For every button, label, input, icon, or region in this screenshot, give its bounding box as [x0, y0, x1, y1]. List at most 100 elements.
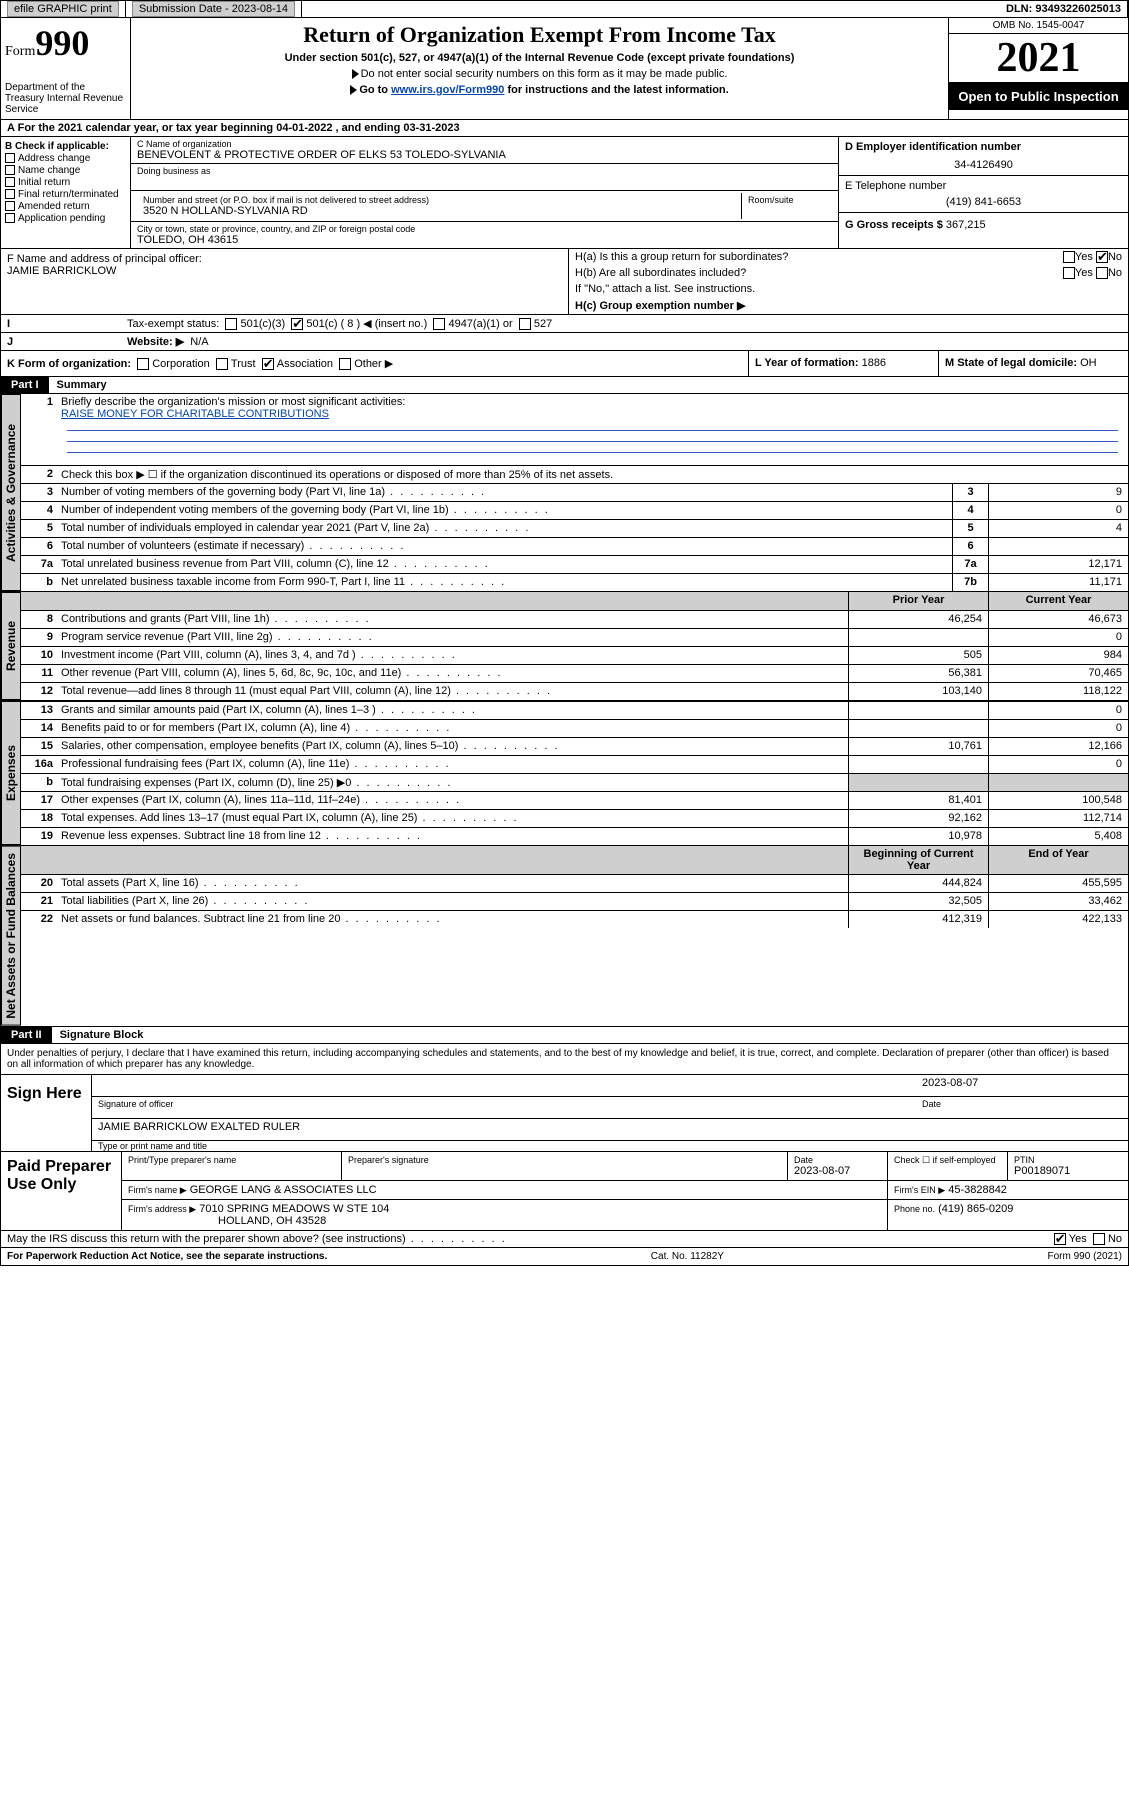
sig-officer-label: Signature of officer: [98, 1099, 922, 1116]
table-row: 9Program service revenue (Part VIII, lin…: [21, 628, 1128, 646]
k-trust-checkbox[interactable]: [216, 358, 228, 370]
table-row: bNet unrelated business taxable income f…: [21, 573, 1128, 591]
table-row: 8Contributions and grants (Part VIII, li…: [21, 610, 1128, 628]
col-prior-year: Prior Year: [848, 592, 988, 610]
table-row: 21Total liabilities (Part X, line 26)32,…: [21, 892, 1128, 910]
form-subtitle: Under section 501(c), 527, or 4947(a)(1)…: [139, 52, 940, 64]
period-line-a: A For the 2021 calendar year, or tax yea…: [0, 120, 1129, 137]
ein-value: 34-4126490: [845, 153, 1122, 171]
box-b: B Check if applicable: Address change Na…: [1, 137, 131, 248]
section-revenue: Revenue Prior Year Current Year 8Contrib…: [0, 592, 1129, 701]
open-inspection-label: Open to Public Inspection: [949, 83, 1128, 110]
officer-name: JAMIE BARRICKLOW EXALTED RULER: [92, 1119, 1128, 1141]
page-footer: For Paperwork Reduction Act Notice, see …: [0, 1248, 1129, 1266]
box-f-label: F Name and address of principal officer:: [7, 253, 562, 265]
sign-here-block: Sign Here 2023-08-07 Signature of office…: [0, 1075, 1129, 1152]
dln-label: DLN: 93493226025013: [1000, 1, 1128, 17]
form-990-label: Form990: [5, 22, 126, 64]
omb-label: OMB No. 1545-0047: [949, 18, 1128, 34]
vtab-revenue: Revenue: [1, 592, 21, 700]
k-assoc-checkbox[interactable]: [262, 358, 274, 370]
street-value: 3520 N HOLLAND-SYLVANIA RD: [143, 205, 735, 217]
table-row: 20Total assets (Part X, line 16)444,8244…: [21, 874, 1128, 892]
firm-name: GEORGE LANG & ASSOCIATES LLC: [190, 1184, 377, 1196]
year-formation: 1886: [862, 357, 886, 369]
tax-exempt-row: I Tax-exempt status: 501(c)(3) 501(c) ( …: [0, 315, 1129, 333]
firm-ein: 45-3828842: [948, 1184, 1007, 1196]
k-corp-checkbox[interactable]: [137, 358, 149, 370]
phone-value: (419) 841-6653: [845, 192, 1122, 208]
table-row: 22Net assets or fund balances. Subtract …: [21, 910, 1128, 928]
city-label: City or town, state or province, country…: [137, 224, 832, 234]
table-row: 4Number of independent voting members of…: [21, 501, 1128, 519]
org-name: BENEVOLENT & PROTECTIVE ORDER OF ELKS 53…: [137, 149, 832, 161]
vtab-expenses: Expenses: [1, 701, 21, 845]
gross-receipts-label: G Gross receipts $: [845, 219, 943, 231]
ein-label: D Employer identification number: [845, 141, 1021, 153]
table-row: 10Investment income (Part VIII, column (…: [21, 646, 1128, 664]
date-label: Date: [922, 1099, 1122, 1116]
principal-officer: JAMIE BARRICKLOW: [7, 265, 562, 277]
submission-date-button[interactable]: Submission Date - 2023-08-14: [132, 1, 295, 17]
section-net-assets: Net Assets or Fund Balances Beginning of…: [0, 846, 1129, 1027]
i-501c-checkbox[interactable]: [291, 318, 303, 330]
identification-grid: B Check if applicable: Address change Na…: [0, 137, 1129, 249]
goto-note: Go to www.irs.gov/Form990 for instructio…: [139, 84, 940, 96]
efile-button[interactable]: efile GRAPHIC print: [7, 1, 119, 17]
state-domicile: OH: [1080, 357, 1097, 369]
firm-phone: (419) 865-0209: [938, 1203, 1013, 1215]
table-row: 7aTotal unrelated business revenue from …: [21, 555, 1128, 573]
dba-label: Doing business as: [137, 166, 832, 176]
table-row: 17Other expenses (Part IX, column (A), l…: [21, 791, 1128, 809]
form-title: Return of Organization Exempt From Incom…: [139, 22, 940, 48]
firm-addr1: 7010 SPRING MEADOWS W STE 104: [199, 1203, 389, 1215]
gross-receipts-value: 367,215: [946, 219, 986, 231]
section-governance: Activities & Governance 1 Briefly descri…: [0, 394, 1129, 592]
part1-header: Part I Summary: [0, 377, 1129, 394]
top-bar: efile GRAPHIC print Submission Date - 20…: [0, 0, 1129, 18]
mayirs-yes-checkbox[interactable]: [1054, 1233, 1066, 1245]
city-value: TOLEDO, OH 43615: [137, 234, 832, 246]
col-beginning-year: Beginning of Current Year: [848, 846, 988, 874]
paid-preparer-block: Paid Preparer Use Only Print/Type prepar…: [0, 1152, 1129, 1231]
table-row: 6Total number of volunteers (estimate if…: [21, 537, 1128, 555]
i-501c3-checkbox[interactable]: [225, 318, 237, 330]
form-header: Form990 Department of the Treasury Inter…: [0, 18, 1129, 120]
irs-link[interactable]: www.irs.gov/Form990: [391, 84, 504, 96]
table-row: 19Revenue less expenses. Subtract line 1…: [21, 827, 1128, 845]
website-value: N/A: [190, 336, 208, 348]
table-row: bTotal fundraising expenses (Part IX, co…: [21, 773, 1128, 791]
table-row: 11Other revenue (Part VIII, column (A), …: [21, 664, 1128, 682]
i-4947-checkbox[interactable]: [433, 318, 445, 330]
firm-addr2: HOLLAND, OH 43528: [128, 1215, 326, 1227]
ha-yes-checkbox[interactable]: [1063, 251, 1075, 263]
mission-text: RAISE MONEY FOR CHARITABLE CONTRIBUTIONS: [61, 408, 329, 420]
table-row: 14Benefits paid to or for members (Part …: [21, 719, 1128, 737]
hc-label: H(c) Group exemption number ▶: [569, 297, 1128, 314]
line2-text: Check this box ▶ ☐ if the organization d…: [57, 466, 1128, 483]
vtab-net-assets: Net Assets or Fund Balances: [1, 846, 21, 1026]
hb-yes-checkbox[interactable]: [1063, 267, 1075, 279]
section-expenses: Expenses 13Grants and similar amounts pa…: [0, 701, 1129, 846]
org-name-label: C Name of organization: [137, 139, 832, 149]
hb-label: H(b) Are all subordinates included?: [575, 267, 1063, 279]
phone-label: E Telephone number: [845, 180, 1122, 192]
dept-label: Department of the Treasury Internal Reve…: [5, 82, 126, 115]
table-row: 16aProfessional fundraising fees (Part I…: [21, 755, 1128, 773]
table-row: 5Total number of individuals employed in…: [21, 519, 1128, 537]
hb-no-checkbox[interactable]: [1096, 267, 1108, 279]
ssn-note: Do not enter social security numbers on …: [139, 68, 940, 80]
ha-no-checkbox[interactable]: [1096, 251, 1108, 263]
perjury-declaration: Under penalties of perjury, I declare th…: [0, 1044, 1129, 1075]
may-irs-row: May the IRS discuss this return with the…: [0, 1231, 1129, 1248]
table-row: 12Total revenue—add lines 8 through 11 (…: [21, 682, 1128, 700]
mayirs-no-checkbox[interactable]: [1093, 1233, 1105, 1245]
k-other-checkbox[interactable]: [339, 358, 351, 370]
type-name-label: Type or print name and title: [92, 1141, 1128, 1151]
i-527-checkbox[interactable]: [519, 318, 531, 330]
table-row: 13Grants and similar amounts paid (Part …: [21, 701, 1128, 719]
website-row: JWebsite: ▶ N/A: [0, 333, 1129, 351]
col-end-year: End of Year: [988, 846, 1128, 874]
sig-date: 2023-08-07: [922, 1077, 1122, 1094]
vtab-governance: Activities & Governance: [1, 394, 21, 591]
